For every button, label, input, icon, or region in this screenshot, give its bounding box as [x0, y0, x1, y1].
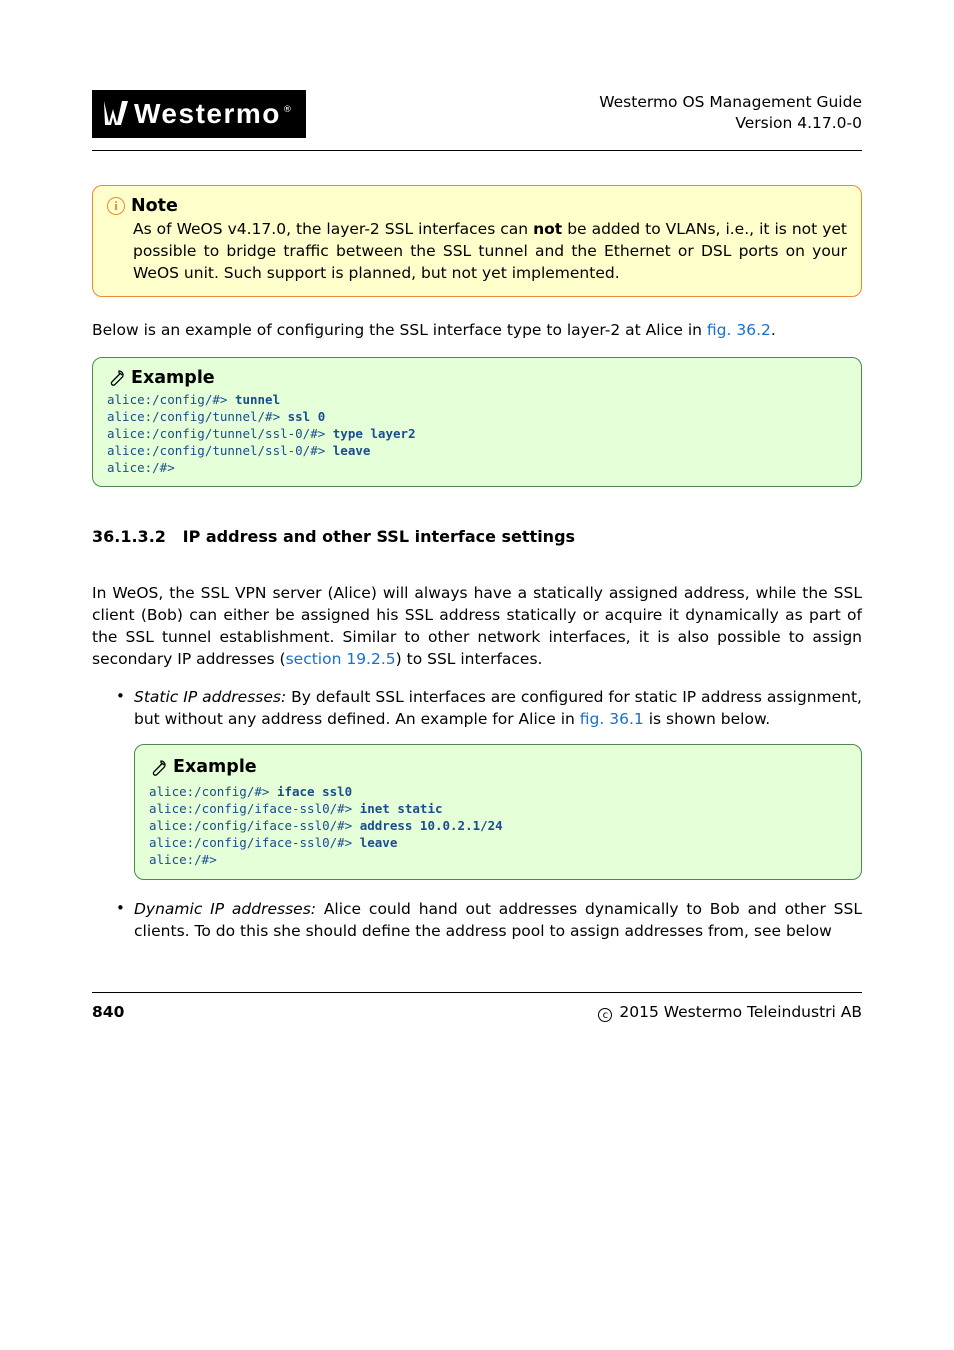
example-callout-1: Example alice:/config/#> tunnel alice:/c… — [92, 357, 862, 487]
fig-36-1-link[interactable]: fig. 36.1 — [580, 710, 644, 728]
page-number: 840 — [92, 1003, 124, 1022]
note-callout: i Note As of WeOS v4.17.0, the layer-2 S… — [92, 185, 862, 297]
note-heading: Note — [131, 196, 178, 216]
subsection-title: IP address and other SSL interface setti… — [183, 527, 575, 546]
registered-mark: ® — [283, 105, 292, 115]
section-19-2-5-link[interactable]: section 19.2.5 — [286, 650, 396, 668]
example2-heading: Example — [173, 755, 257, 780]
subsection-heading: 36.1.3.2 IP address and other SSL interf… — [92, 527, 862, 546]
example2-code: alice:/config/#> iface ssl0 alice:/confi… — [149, 784, 847, 868]
para1-pre: Below is an example of configuring the S… — [92, 321, 707, 339]
page-header: Westermo ® Westermo OS Management Guide … — [92, 90, 862, 138]
copyright-icon: c — [598, 1008, 612, 1022]
westermo-logo: Westermo ® — [92, 90, 306, 138]
example1-heading: Example — [131, 368, 215, 388]
list-item: Dynamic IP addresses: Alice could hand o… — [116, 898, 862, 942]
copyright-text: 2015 Westermo Teleindustri AB — [619, 1003, 862, 1021]
fig-36-2-link[interactable]: fig. 36.2 — [707, 321, 771, 339]
guide-title: Westermo OS Management Guide — [599, 92, 862, 113]
example1-code: alice:/config/#> tunnel alice:/config/tu… — [107, 392, 847, 476]
note-body: As of WeOS v4.17.0, the layer-2 SSL inte… — [107, 218, 847, 284]
intro-paragraph: Below is an example of configuring the S… — [92, 319, 862, 341]
copyright: c 2015 Westermo Teleindustri AB — [598, 1003, 862, 1022]
header-meta: Westermo OS Management Guide Version 4.1… — [599, 90, 862, 134]
note-text-pre: As of WeOS v4.17.0, the layer-2 SSL inte… — [133, 220, 533, 238]
logo-mark-icon — [102, 99, 130, 129]
logo-text: Westermo — [134, 100, 281, 128]
bullet1-lead: Static IP addresses: — [134, 688, 286, 706]
example1-heading-row: Example — [107, 368, 847, 388]
list-item: Static IP addresses: By default SSL inte… — [116, 686, 862, 879]
example2-heading-row: Example — [149, 755, 847, 780]
bullet1-post: is shown below. — [644, 710, 770, 728]
bullet2-lead: Dynamic IP addresses: — [134, 900, 316, 918]
example-callout-2: Example alice:/config/#> iface ssl0 alic… — [134, 744, 862, 879]
note-heading-row: i Note — [107, 196, 847, 216]
footer-rule — [92, 992, 862, 993]
page-footer: 840 c 2015 Westermo Teleindustri AB — [92, 1003, 862, 1022]
subsection-paragraph: In WeOS, the SSL VPN server (Alice) will… — [92, 582, 862, 670]
wrench-icon — [149, 759, 167, 777]
bullet-list: Static IP addresses: By default SSL inte… — [116, 686, 862, 941]
header-rule — [92, 150, 862, 151]
info-icon: i — [107, 197, 125, 215]
para2-post: ) to SSL interfaces. — [396, 650, 543, 668]
subsection-number: 36.1.3.2 — [92, 527, 166, 546]
wrench-icon — [107, 369, 125, 387]
note-text-bold: not — [533, 220, 562, 238]
document-page: Westermo ® Westermo OS Management Guide … — [0, 0, 954, 1082]
para1-post: . — [771, 321, 776, 339]
guide-version: Version 4.17.0-0 — [599, 113, 862, 134]
